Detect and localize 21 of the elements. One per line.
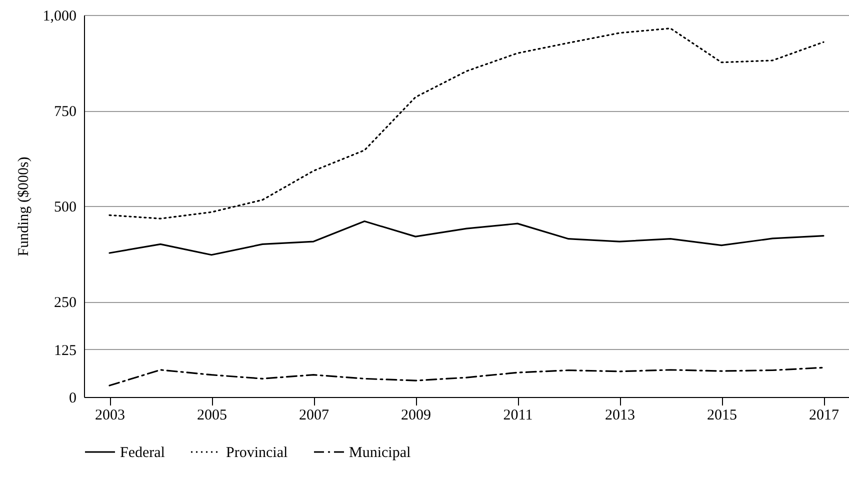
y-tick-label: 750 bbox=[54, 104, 76, 120]
legend-label: Provincial bbox=[226, 445, 288, 461]
line-series bbox=[108, 366, 824, 386]
x-tick-label: 2015 bbox=[707, 408, 737, 424]
x-tick-label: 2017 bbox=[809, 408, 840, 424]
y-tick-label: 250 bbox=[54, 295, 76, 311]
y-tick-label: 500 bbox=[54, 200, 76, 216]
legend-label: Federal bbox=[120, 445, 165, 461]
x-tick-label: 2013 bbox=[605, 408, 635, 424]
x-tick-label: 2003 bbox=[95, 408, 125, 424]
x-tick-label: 2009 bbox=[401, 408, 431, 424]
line-series bbox=[108, 28, 824, 220]
legend-label: Municipal bbox=[349, 445, 411, 461]
x-tick-label: 2011 bbox=[503, 408, 533, 424]
y-tick-label: 125 bbox=[54, 342, 76, 359]
y-tick-label: 1,000 bbox=[42, 8, 76, 24]
y-axis-title: Funding ($000s) bbox=[16, 156, 32, 256]
y-tick-label: 0 bbox=[69, 390, 76, 406]
x-tick-label: 2005 bbox=[197, 408, 227, 424]
x-tick-label: 2007 bbox=[299, 408, 330, 424]
line-series bbox=[108, 220, 824, 256]
